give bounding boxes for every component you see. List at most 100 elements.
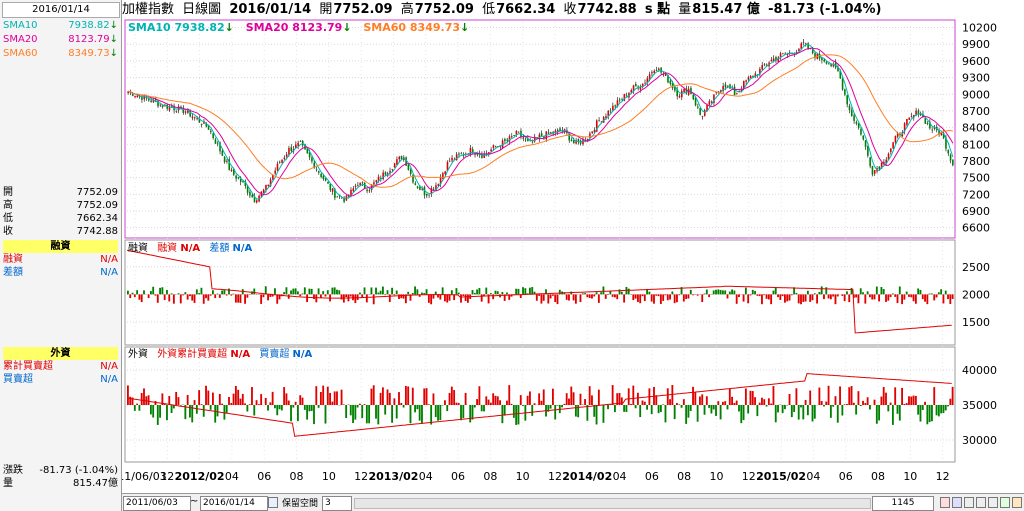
candle-body [435,185,437,191]
candle-body [855,121,858,124]
zoom-out-icon[interactable] [952,497,962,508]
margin-bar [205,294,207,299]
candle-body [131,93,134,96]
foreign-bar [556,405,559,406]
candle-body [770,59,773,62]
candle-body [490,149,492,152]
candle-body [350,189,352,196]
candle-body [782,53,784,55]
foreign-bar [409,405,412,424]
foreign-bar [168,395,171,405]
candle-body [233,168,235,175]
foreign-bar [425,388,428,405]
candle-body [669,80,672,84]
margin-bar [641,294,644,297]
margin-bar [510,294,513,297]
calendar-icon[interactable] [268,497,278,508]
foreign-bar [531,405,534,416]
margin-bar [614,294,616,298]
candle-body [703,109,706,116]
main-chart-frame [124,19,956,239]
margin-chart-frame [124,239,956,346]
foreign-bar [625,405,628,413]
candle-body [329,183,332,191]
x-tick-label: 12 [354,470,368,483]
margin-bar [813,293,816,295]
margin-bar [182,294,184,296]
candle-body [680,90,683,98]
candle-body [442,173,444,179]
candle-body [281,159,283,163]
candle-body [910,116,913,117]
margin-bar [735,294,738,304]
margin-bar [184,292,187,295]
candle-body [471,149,474,154]
scroll-track[interactable] [354,498,871,509]
margin-bar [549,294,552,299]
margin-bar [701,294,704,303]
margin-bar [800,294,802,305]
candle-body [230,169,233,172]
margin-bar [161,287,164,295]
foreign-bar [370,388,373,405]
margin-bar [262,294,265,298]
foreign-bar [650,405,653,415]
price-tick-label: 7500 [962,172,990,185]
chart-area: 6600 6900 7200 7500 7800 8100 8400 8700 9000 9300… [122,19,1022,483]
candle-body [745,80,747,82]
foreign-bar [917,405,920,415]
keep-space-input[interactable]: 3 [322,496,352,511]
margin-bar [246,294,249,298]
foreign-bar [276,405,279,416]
foreign-bar [687,405,690,418]
price-tick-label: 6900 [962,205,990,218]
candle-body [336,196,338,198]
foreign-bar [551,388,554,405]
foreign-bar [395,405,398,419]
header-volume: 815.47 億 [692,2,760,17]
start-date-field[interactable]: 2011/06/03 [123,496,191,511]
foreign-bar [618,392,621,405]
candle-body [940,131,943,136]
foreign-bar [269,402,272,405]
margin-bar [912,294,915,302]
prev-icon[interactable] [976,497,986,508]
settings-icon[interactable] [1012,497,1022,508]
foreign-bar [349,405,352,416]
price-tick-label: 9000 [962,88,990,101]
margin-bar [411,293,414,295]
next-icon[interactable] [988,497,998,508]
foreign-bar [586,405,589,421]
candle-body [494,146,497,148]
margin-bar [501,291,504,295]
x-tick-label: 08 [871,470,885,483]
candle-body [570,139,573,142]
margin-bar [244,294,246,304]
margin-bar [600,292,603,295]
margin-bar [866,291,869,295]
foreign-bar [857,391,860,405]
last-icon[interactable] [1000,497,1010,508]
foreign-bar [864,403,867,405]
margin-bar [880,287,883,295]
candle-body [805,43,807,45]
foreign-bar [418,405,421,421]
margin-bar [790,294,793,296]
margin-bar [331,287,334,295]
margin-bar [664,294,667,296]
margin-bar [253,288,256,295]
candle-body [853,115,855,122]
margin-section-title: 融資 [3,240,118,253]
foreign-bar [340,389,343,405]
margin-bar [581,293,584,295]
first-icon[interactable] [964,497,974,508]
candle-body [747,77,750,80]
zoom-in-icon[interactable] [940,497,950,508]
foreign-bar [384,405,387,415]
candle-body [269,179,272,187]
margin-bar [269,294,272,297]
candle-body [306,148,309,154]
end-date-field[interactable]: 2016/01/14 [200,496,268,511]
foreign-bar [614,405,616,413]
margin-bar [159,287,161,295]
